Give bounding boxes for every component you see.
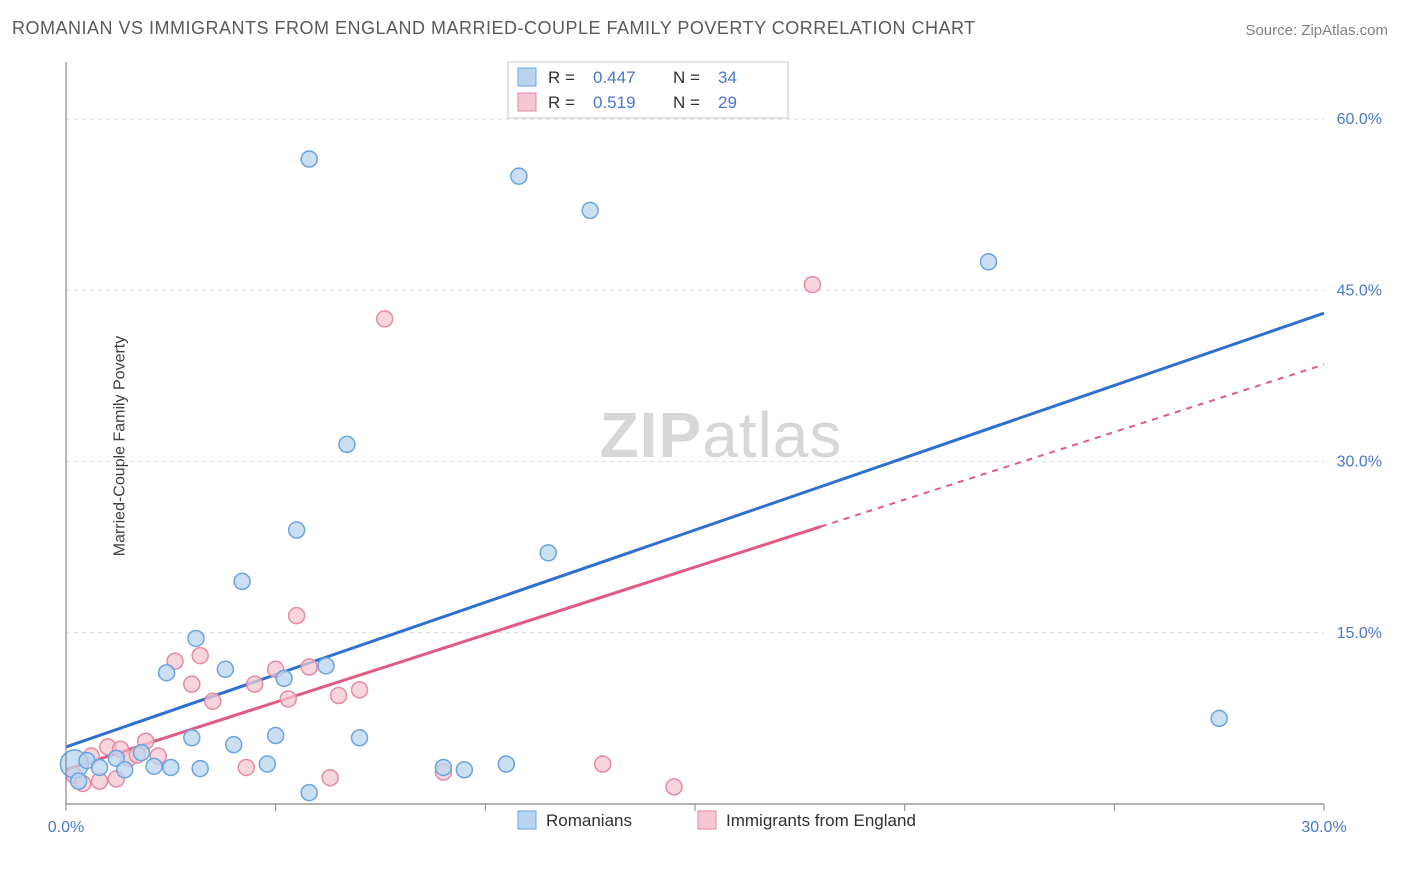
y-tick-label: 45.0% [1337,282,1382,299]
y-tick-label: 15.0% [1337,625,1382,642]
series2-point [205,693,221,709]
series1-point [301,151,317,167]
series1-point [71,773,87,789]
series2-trend [66,527,821,770]
series1-point [117,762,133,778]
watermark: ZIPatlas [600,399,843,471]
series1-point [540,545,556,561]
series1-point [217,661,233,677]
series1-point [226,737,242,753]
series1-point [276,670,292,686]
series2-point [595,756,611,772]
chart-title: ROMANIAN VS IMMIGRANTS FROM ENGLAND MARR… [12,18,976,39]
series1-point [159,665,175,681]
stats-n-label-1: N = [673,68,700,87]
series1-point [301,785,317,801]
stats-r-value-1: 0.447 [593,68,636,87]
series1-point [339,436,355,452]
chart-svg: 15.0% 30.0% 45.0% 60.0% ZIPatlas 0.0% 30.0% R =… [48,54,1394,844]
series1-point [352,730,368,746]
stats-n-value-2: 29 [718,93,737,112]
stats-n-value-1: 34 [718,68,737,87]
series1-point [582,202,598,218]
stats-r-value-2: 0.519 [593,93,636,112]
stats-n-label-2: N = [673,93,700,112]
source-attribution: Source: ZipAtlas.com [1245,22,1388,39]
series2-point [666,779,682,795]
series2-point [289,608,305,624]
legend-swatch-2 [698,811,716,829]
series1-point [188,630,204,646]
series1-point [259,756,275,772]
y-tick-label: 60.0% [1337,111,1382,128]
series2-point [377,311,393,327]
series1-point [318,658,334,674]
series1-point [268,728,284,744]
series2-point [352,682,368,698]
series1-point [92,759,108,775]
series1-point [192,761,208,777]
series2-point [184,676,200,692]
series2-point [280,691,296,707]
series1-point [498,756,514,772]
stats-swatch-2 [518,93,536,111]
series2-point [247,676,263,692]
chart-container: ROMANIAN VS IMMIGRANTS FROM ENGLAND MARR… [0,0,1406,892]
series1-point [511,168,527,184]
series1-point [981,254,997,270]
stats-r-label-2: R = [548,93,575,112]
series2-point [192,648,208,664]
x-tick-label: 30.0% [1301,819,1346,836]
series1-point [184,730,200,746]
legend-label-1: Romanians [546,811,632,830]
series2-point [301,659,317,675]
series2-point [331,688,347,704]
series1-point [289,522,305,538]
series1-point [435,759,451,775]
stats-r-label-1: R = [548,68,575,87]
x-tick-label: 0.0% [48,819,84,836]
series1-point [1211,710,1227,726]
y-tick-label: 30.0% [1337,454,1382,471]
series2-trend-extrap [821,365,1324,527]
legend-swatch-1 [518,811,536,829]
plot-area: 15.0% 30.0% 45.0% 60.0% ZIPatlas 0.0% 30.0% R =… [48,54,1394,844]
stats-swatch-1 [518,68,536,86]
series2-point [322,770,338,786]
series2-point [804,277,820,293]
series1-point [234,573,250,589]
series1-point [133,745,149,761]
series1-point [146,758,162,774]
legend-label-2: Immigrants from England [726,811,916,830]
series1-point [456,762,472,778]
series1-point [163,759,179,775]
series2-point [238,759,254,775]
